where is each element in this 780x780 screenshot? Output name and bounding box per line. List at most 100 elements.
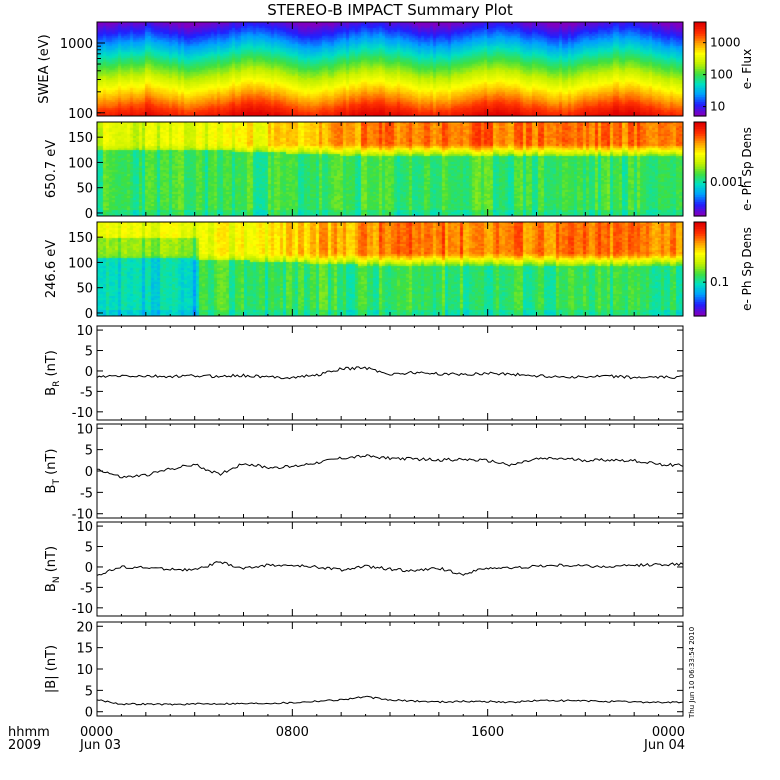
- x-tick-label: 1600: [471, 725, 504, 740]
- y-tick-label: 5: [85, 684, 93, 699]
- colorbar-cell: [694, 104, 706, 108]
- panel-frame: [96, 423, 684, 519]
- colorbar-cell: [694, 101, 706, 105]
- colorbar-cell: [694, 238, 706, 242]
- colorbar-cell: [694, 271, 706, 275]
- colorbar-cell: [694, 47, 706, 51]
- colorbar-cell: [694, 154, 706, 158]
- colorbar-cell: [694, 169, 706, 172]
- colorbar-cell: [694, 152, 706, 156]
- colorbar-label: e- Ph Sp Dens: [740, 227, 754, 311]
- colorbar-cell: [694, 294, 706, 298]
- colorbar-cell: [694, 61, 706, 65]
- generation-timestamp: Thu Jun 10 06:33:54 2010: [688, 626, 696, 718]
- colorbar-cell: [694, 66, 706, 70]
- colorbar-cell: [694, 250, 706, 254]
- colorbar-cell: [694, 261, 706, 265]
- colorbar-label: e- Ph Sp Dens: [740, 127, 754, 211]
- pa-246-spectrogram: [97, 222, 683, 316]
- colorbar-cell: [694, 187, 706, 191]
- colorbar-cell: [694, 26, 706, 30]
- colorbar-label: e- Flux: [740, 49, 754, 89]
- y-tick-label: 20: [76, 620, 93, 635]
- y-axis-label: BR (nT): [44, 350, 62, 396]
- colorbar-cell: [694, 59, 706, 63]
- colorbar-cell: [694, 183, 706, 187]
- y-tick-label: 15: [76, 642, 93, 657]
- y-tick-label: 50: [76, 182, 93, 197]
- colorbar-cell: [694, 297, 706, 301]
- colorbar-cell: [694, 257, 706, 261]
- y-tick-label: 10: [76, 663, 93, 678]
- colorbar-cell: [694, 285, 706, 289]
- colorbar-frame: [693, 121, 707, 217]
- colorbar-cell: [694, 254, 706, 258]
- x-tick-label: 0000: [80, 725, 113, 740]
- y-tick-label: -5: [80, 581, 93, 596]
- y-tick-label: 100: [68, 107, 93, 122]
- colorbar-cell: [694, 129, 706, 132]
- colorbar-cell: [694, 24, 706, 28]
- swea-spectrogram: [97, 22, 683, 116]
- colorbar-cell: [694, 180, 706, 184]
- x-row-label: hhmm: [8, 725, 50, 740]
- colorbar-cell: [694, 290, 706, 294]
- colorbar-cell: [694, 236, 706, 240]
- data-trace: [96, 561, 684, 576]
- colorbar-cell: [694, 38, 706, 42]
- colorbar-tick-label: 100: [710, 68, 733, 82]
- colorbar-cell: [694, 185, 706, 189]
- y-tick-label: 0: [85, 561, 93, 576]
- colorbar-cell: [694, 31, 706, 35]
- y-tick-label: 10: [76, 422, 93, 437]
- colorbar-cell: [694, 231, 706, 235]
- colorbar-cell: [694, 29, 706, 32]
- colorbar-cell: [694, 106, 706, 110]
- colorbar-cell: [694, 292, 706, 296]
- panel-frame: [96, 621, 684, 717]
- colorbar-tick-label: 0.1: [710, 275, 729, 289]
- colorbar-cell: [694, 113, 706, 117]
- colorbar-cell: [694, 111, 706, 115]
- colorbar-cell: [694, 259, 706, 263]
- y-tick-label: 0: [85, 365, 93, 380]
- colorbar-cell: [694, 213, 706, 217]
- colorbar-cell: [694, 83, 706, 87]
- colorbar-cell: [694, 233, 706, 237]
- y-axis-label: BN (nT): [44, 546, 62, 592]
- panel-frame: [96, 325, 684, 421]
- colorbar-cell: [694, 173, 706, 177]
- y-tick-label: 50: [76, 282, 93, 297]
- colorbar-cell: [694, 224, 706, 228]
- colorbar-cell: [694, 283, 706, 287]
- colorbar-cell: [694, 278, 706, 282]
- y-axis-label: 650.7 eV: [44, 140, 59, 198]
- colorbar-cell: [694, 78, 706, 82]
- x-date-label: Jun 04: [643, 738, 685, 753]
- y-tick-label: 100: [68, 256, 93, 271]
- colorbar-cell: [694, 73, 706, 77]
- colorbar-cell: [694, 204, 706, 208]
- colorbar-cell: [694, 52, 706, 56]
- colorbar-cell: [694, 197, 706, 201]
- colorbar-cell: [694, 208, 706, 212]
- colorbar-cell: [694, 92, 706, 96]
- colorbar-cell: [694, 40, 706, 44]
- colorbar-cell: [694, 226, 706, 230]
- colorbar-cell: [694, 240, 706, 244]
- colorbar-cell: [694, 80, 706, 84]
- colorbar-cell: [694, 145, 706, 149]
- colorbar-cell: [694, 90, 706, 94]
- colorbar-cell: [694, 190, 706, 194]
- y-tick-label: -10: [72, 508, 93, 523]
- colorbar-cell: [694, 76, 706, 79]
- y-tick-label: -5: [80, 486, 93, 501]
- x-tick-label: 0000: [652, 725, 685, 740]
- colorbar-cell: [694, 147, 706, 151]
- colorbar-cell: [694, 164, 706, 168]
- colorbar-cell: [694, 243, 706, 247]
- colorbar-cell: [694, 264, 706, 268]
- colorbar-tick-label: 1000: [710, 36, 741, 50]
- colorbar-cell: [694, 71, 706, 75]
- colorbar-cell: [694, 69, 706, 72]
